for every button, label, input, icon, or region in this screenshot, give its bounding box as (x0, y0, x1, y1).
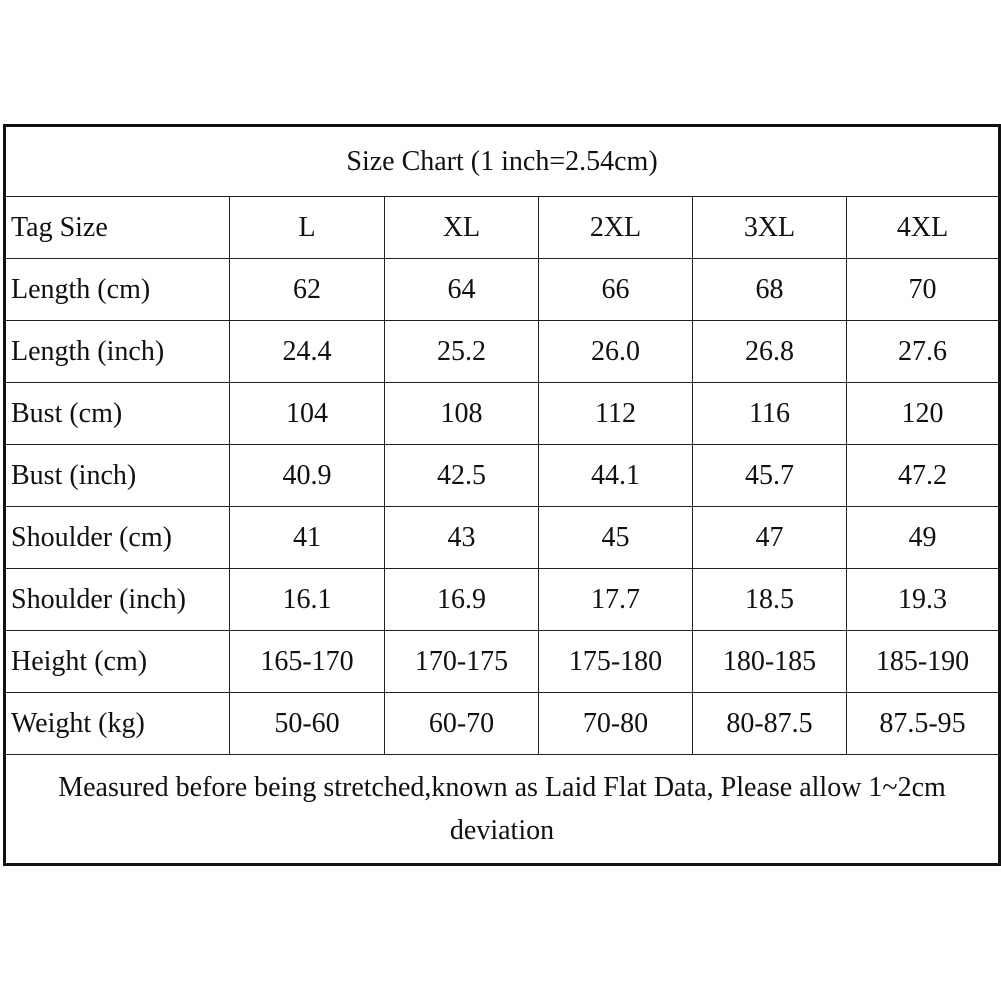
data-row: Length (cm) 62 64 66 68 70 (4, 258, 1001, 321)
row-label: Height (cm) (4, 630, 230, 693)
cell: 43 (384, 506, 539, 569)
cell: 175-180 (538, 630, 693, 693)
row-label: Tag Size (4, 196, 230, 259)
data-row: Weight (kg) 50-60 60-70 70-80 80-87.5 87.5-95 (4, 692, 1001, 755)
cell: 3XL (692, 196, 847, 259)
cell: 80-87.5 (692, 692, 847, 755)
size-chart: Size Chart (1 inch=2.54cm) Tag Size L XL 2X… (3, 124, 1001, 866)
cell: 17.7 (538, 568, 693, 631)
row-label: Length (inch) (4, 320, 230, 383)
cell: 116 (692, 382, 847, 445)
cell: 185-190 (845, 630, 1001, 693)
cell: 66 (538, 258, 693, 321)
data-row: Length (inch) 24.4 25.2 26.0 26.8 27.6 (4, 320, 1001, 383)
note-row: Measured before being stretched,known as… (3, 754, 1001, 865)
cell: 120 (845, 382, 1001, 445)
table-body: Size Chart (1 inch=2.54cm) Tag Size L XL 2X… (3, 125, 1001, 865)
size-table: Size Chart (1 inch=2.54cm) Tag Size L XL 2X… (3, 124, 1001, 866)
row-label: Shoulder (inch) (4, 568, 230, 631)
cell: 42.5 (384, 444, 539, 507)
cell: 87.5-95 (845, 692, 1001, 755)
table-title: Size Chart (1 inch=2.54cm) (3, 125, 1001, 197)
cell: 4XL (845, 196, 1001, 259)
cell: 60-70 (384, 692, 539, 755)
cell: 19.3 (845, 568, 1001, 631)
cell: L (229, 196, 385, 259)
cell: 104 (229, 382, 385, 445)
row-label: Length (cm) (4, 258, 230, 321)
cell: 47.2 (845, 444, 1001, 507)
cell: 26.8 (692, 320, 847, 383)
cell: 49 (845, 506, 1001, 569)
cell: 108 (384, 382, 539, 445)
cell: 24.4 (229, 320, 385, 383)
row-label: Bust (inch) (4, 444, 230, 507)
cell: 47 (692, 506, 847, 569)
data-row: Bust (inch) 40.9 42.5 44.1 45.7 47.2 (4, 444, 1001, 507)
cell: 18.5 (692, 568, 847, 631)
cell: 64 (384, 258, 539, 321)
data-row: Height (cm) 165-170 170-175 175-180 180-185 1… (4, 630, 1001, 693)
cell: 70-80 (538, 692, 693, 755)
cell: 45.7 (692, 444, 847, 507)
cell: XL (384, 196, 539, 259)
data-row: Shoulder (cm) 41 43 45 47 49 (4, 506, 1001, 569)
title-row: Size Chart (1 inch=2.54cm) (3, 125, 1001, 197)
cell: 68 (692, 258, 847, 321)
cell: 50-60 (229, 692, 385, 755)
row-label: Shoulder (cm) (4, 506, 230, 569)
cell: 45 (538, 506, 693, 569)
cell: 62 (229, 258, 385, 321)
header-row: Tag Size L XL 2XL 3XL 4XL (4, 196, 1001, 259)
cell: 16.1 (229, 568, 385, 631)
cell: 170-175 (384, 630, 539, 693)
cell: 27.6 (845, 320, 1001, 383)
cell: 40.9 (229, 444, 385, 507)
row-label: Weight (kg) (4, 692, 230, 755)
note: Measured before being stretched,known as… (3, 754, 1001, 865)
data-row: Bust (cm) 104 108 112 116 120 (4, 382, 1001, 445)
cell: 165-170 (229, 630, 385, 693)
cell: 112 (538, 382, 693, 445)
cell: 70 (845, 258, 1001, 321)
cell: 25.2 (384, 320, 539, 383)
cell: 180-185 (692, 630, 847, 693)
cell: 41 (229, 506, 385, 569)
row-label: Bust (cm) (4, 382, 230, 445)
cell: 16.9 (384, 568, 539, 631)
cell: 26.0 (538, 320, 693, 383)
data-row: Shoulder (inch) 16.1 16.9 17.7 18.5 19.3 (4, 568, 1001, 631)
cell: 2XL (538, 196, 693, 259)
cell: 44.1 (538, 444, 693, 507)
